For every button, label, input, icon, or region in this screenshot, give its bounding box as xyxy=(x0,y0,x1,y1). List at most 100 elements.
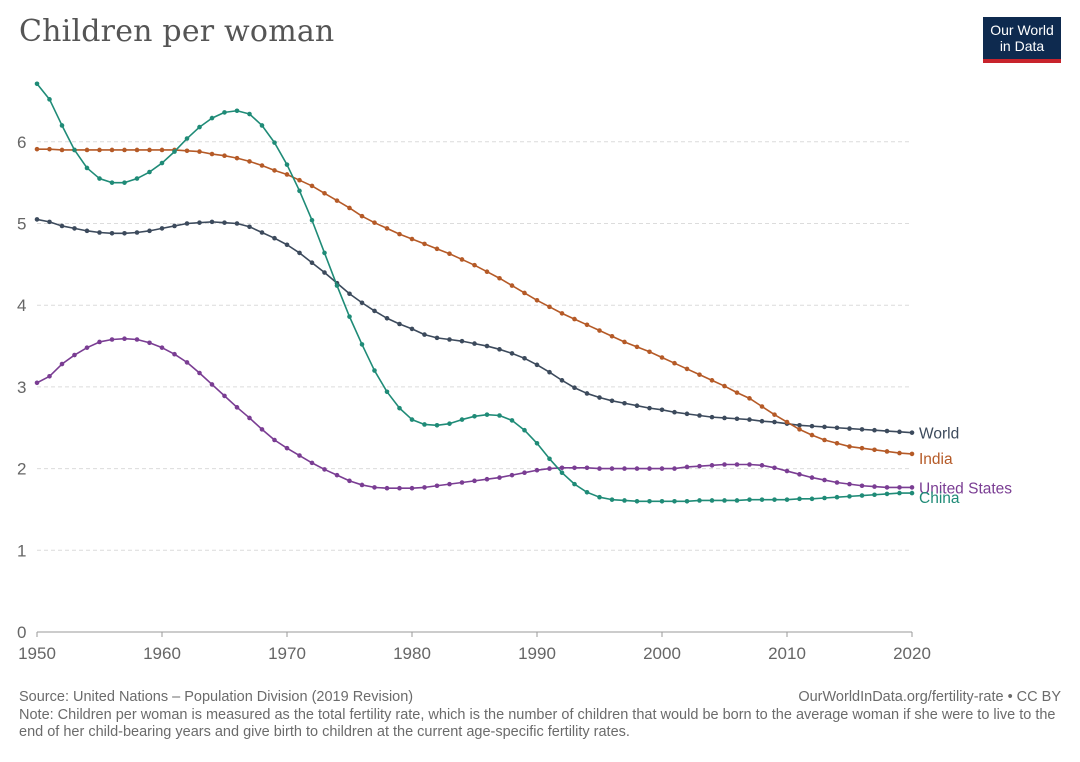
data-point-world xyxy=(822,424,827,430)
data-point-india xyxy=(47,146,52,152)
data-point-united-states xyxy=(897,485,902,490)
data-point-world xyxy=(522,356,527,361)
data-point-china xyxy=(697,498,702,503)
data-point-world xyxy=(772,419,777,425)
chart-title: Children per woman xyxy=(19,14,335,49)
data-point-china xyxy=(322,250,327,256)
data-point-china xyxy=(859,493,865,498)
data-point-china xyxy=(684,498,690,504)
chart-footer: Source: United Nations – Population Divi… xyxy=(19,689,1061,742)
data-point-united-states xyxy=(659,466,665,471)
data-point-india xyxy=(272,168,277,173)
data-point-india xyxy=(722,383,727,389)
data-point-china xyxy=(47,97,52,102)
data-point-united-states xyxy=(872,484,877,489)
x-tick-label: 1990 xyxy=(518,644,556,663)
data-point-united-states xyxy=(547,466,552,471)
y-tick-label: 5 xyxy=(17,215,26,234)
data-point-china xyxy=(334,283,340,288)
data-point-china xyxy=(784,497,790,502)
data-point-china xyxy=(909,490,915,496)
data-point-world xyxy=(684,411,690,417)
data-point-united-states xyxy=(297,453,302,458)
data-point-united-states xyxy=(34,380,40,386)
data-point-united-states xyxy=(759,463,765,468)
data-point-united-states xyxy=(509,472,515,478)
data-point-india xyxy=(122,147,127,153)
data-point-world xyxy=(59,223,65,229)
data-point-china xyxy=(559,470,565,475)
data-point-china xyxy=(609,497,615,502)
source-text: Source: United Nations – Population Divi… xyxy=(19,689,414,705)
data-point-world xyxy=(659,407,665,413)
data-point-world xyxy=(384,315,390,321)
data-point-united-states xyxy=(422,485,427,490)
data-point-united-states xyxy=(209,382,215,387)
data-point-china xyxy=(659,498,665,504)
series-label-world: World xyxy=(919,426,959,443)
data-point-china xyxy=(272,140,277,145)
data-point-india xyxy=(647,349,652,355)
data-point-united-states xyxy=(572,465,577,471)
data-point-united-states xyxy=(559,465,565,471)
data-point-united-states xyxy=(222,393,227,399)
data-point-china xyxy=(422,422,427,427)
data-point-world xyxy=(909,430,915,435)
data-point-india xyxy=(197,149,202,154)
data-point-world xyxy=(759,418,765,424)
data-point-china xyxy=(172,149,177,154)
data-point-united-states xyxy=(72,352,77,358)
owid-logo[interactable]: Our World in Data xyxy=(983,17,1061,63)
data-point-china xyxy=(497,413,502,418)
data-point-world xyxy=(709,414,715,420)
data-point-india xyxy=(897,450,902,456)
data-point-china xyxy=(359,342,365,347)
x-tick-label: 2020 xyxy=(893,644,931,663)
y-tick-label: 0 xyxy=(17,623,26,642)
data-point-china xyxy=(484,412,490,417)
data-point-china xyxy=(284,162,290,167)
x-tick-label: 2010 xyxy=(768,644,806,663)
data-point-india xyxy=(209,151,215,157)
data-point-united-states xyxy=(534,467,540,473)
y-tick-label: 4 xyxy=(17,296,26,315)
data-point-china xyxy=(72,147,77,153)
data-point-united-states xyxy=(97,339,102,345)
data-point-india xyxy=(584,322,590,328)
y-tick-label: 2 xyxy=(17,460,26,479)
data-point-china xyxy=(184,136,190,141)
data-point-united-states xyxy=(459,480,465,485)
data-point-united-states xyxy=(822,477,827,483)
data-point-china xyxy=(759,497,765,502)
data-point-world xyxy=(47,219,52,225)
data-point-world xyxy=(859,427,865,432)
data-point-india xyxy=(309,183,315,189)
source-link[interactable]: OurWorldInData.org/fertility-rate • CC B… xyxy=(798,689,1061,705)
data-point-india xyxy=(509,283,515,288)
data-point-india xyxy=(184,148,190,154)
data-point-china xyxy=(97,176,102,181)
data-point-china xyxy=(409,417,415,422)
data-point-india xyxy=(859,445,865,451)
data-point-india xyxy=(559,311,565,316)
data-point-india xyxy=(297,177,302,183)
data-point-united-states xyxy=(59,361,65,367)
data-point-india xyxy=(84,147,90,153)
data-point-united-states xyxy=(734,462,740,467)
y-tick-label: 3 xyxy=(17,378,26,397)
data-point-world xyxy=(209,219,215,225)
data-point-world xyxy=(84,228,90,234)
data-point-india xyxy=(59,147,65,153)
data-point-india xyxy=(797,427,802,432)
data-point-china xyxy=(584,489,590,495)
data-point-united-states xyxy=(147,340,152,346)
data-point-world xyxy=(372,308,377,314)
data-point-china xyxy=(647,498,652,504)
data-point-world xyxy=(572,385,577,391)
data-point-india xyxy=(872,447,877,453)
data-point-united-states xyxy=(722,462,727,467)
data-point-china xyxy=(884,491,890,497)
data-point-china xyxy=(822,495,827,501)
